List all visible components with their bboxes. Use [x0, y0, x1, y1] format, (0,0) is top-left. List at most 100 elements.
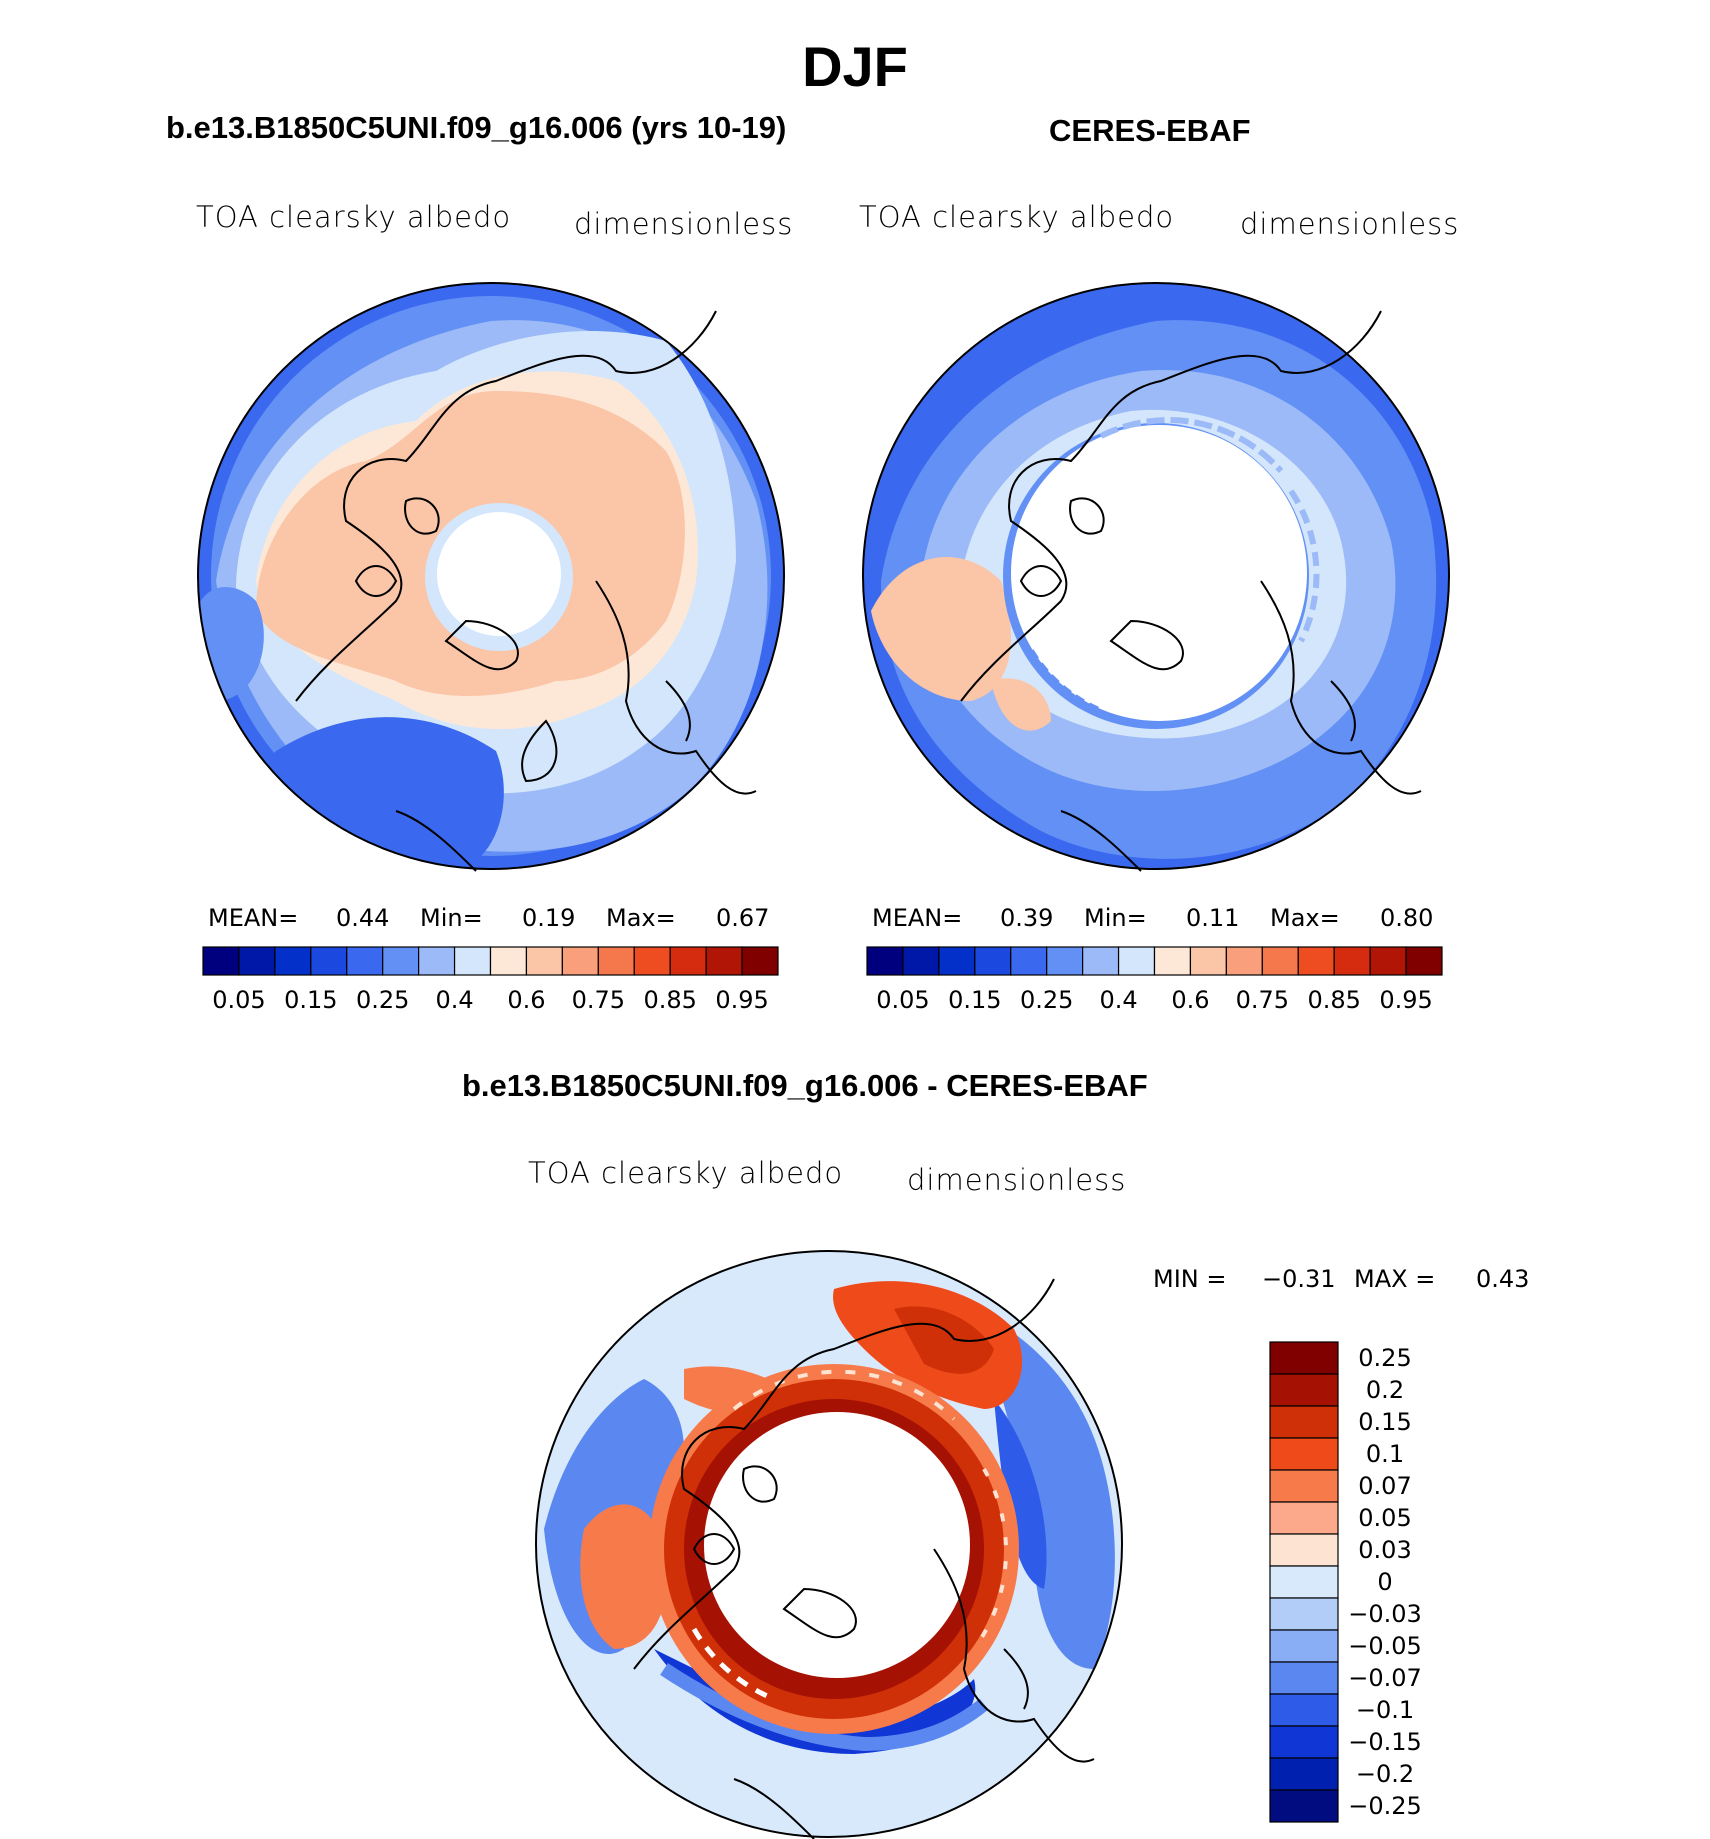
colorbar-swatch	[489, 946, 528, 976]
colorbar-tick-label: 0.4	[435, 986, 474, 1014]
model-variable-label: TOA clearsky albedo	[196, 200, 512, 234]
obs-panel-header: CERES-EBAF	[1049, 113, 1251, 148]
colorbar-swatch	[669, 946, 707, 976]
obs-mean-label: MEAN=	[872, 904, 963, 932]
diff-max-value: 0.43	[1476, 1265, 1530, 1293]
colorbar-swatch	[1269, 1757, 1339, 1791]
colorbar-tick-label: 0.05	[876, 986, 930, 1014]
colorbar-tick-label: 0	[1377, 1568, 1393, 1596]
colorbar-swatch	[310, 946, 348, 976]
colorbar-swatch	[1269, 1533, 1339, 1567]
model-polar-map	[197, 282, 785, 872]
colorbar-swatch	[453, 946, 492, 976]
colorbar-tick-label: 0.07	[1358, 1472, 1412, 1500]
colorbar-swatch	[561, 946, 599, 976]
colorbar-swatch	[1082, 946, 1120, 976]
colorbar-swatch	[1269, 1725, 1339, 1759]
model-max-label: Max=	[606, 904, 676, 932]
colorbar-swatch	[741, 946, 779, 976]
colorbar-swatch	[1269, 1341, 1339, 1375]
colorbar-swatch	[1269, 1437, 1339, 1471]
colorbar-tick-label: 0.95	[715, 986, 769, 1014]
colorbar-swatch	[1269, 1501, 1339, 1535]
colorbar-tick-label: 0.25	[1019, 986, 1074, 1014]
colorbar-swatch	[633, 946, 671, 976]
model-mean-value: 0.44	[336, 904, 390, 932]
colorbar-swatch	[1297, 946, 1335, 976]
model-units-label: dimensionless	[574, 207, 794, 241]
colorbar-tick-label: −0.05	[1348, 1632, 1422, 1660]
colorbar-swatch	[1269, 1789, 1339, 1823]
model-panel-header: b.e13.B1850C5UNI.f09_g16.006 (yrs 10-19)	[166, 110, 787, 145]
colorbar-tick-label: −0.1	[1355, 1696, 1415, 1724]
colorbar-swatch	[1046, 946, 1084, 976]
colorbar-tick-label: 0.25	[355, 986, 410, 1014]
colorbar-tick-label: 0.15	[284, 986, 338, 1014]
model-min-value: 0.19	[522, 904, 576, 932]
obs-units-label: dimensionless	[1240, 207, 1460, 241]
colorbar-tick-label: −0.15	[1348, 1728, 1422, 1756]
colorbar-tick-label: 0.75	[1235, 986, 1290, 1014]
colorbar-swatch	[382, 946, 420, 976]
colorbar-swatch	[866, 946, 904, 976]
colorbar-tick-label: 0.15	[1358, 1408, 1412, 1436]
obs-colorbar	[866, 946, 1443, 976]
model-min-label: Min=	[420, 904, 483, 932]
colorbar-tick-label: 0.1	[1365, 1440, 1405, 1468]
colorbar-tick-label: 0.05	[1358, 1504, 1412, 1532]
colorbar-swatch	[1269, 1565, 1339, 1599]
colorbar-swatch	[1269, 1405, 1339, 1439]
colorbar-swatch	[1189, 946, 1227, 976]
obs-mean-value: 0.39	[1000, 904, 1054, 932]
obs-min-label: Min=	[1084, 904, 1147, 932]
colorbar-swatch	[346, 946, 384, 976]
colorbar-tick-label: −0.03	[1348, 1600, 1422, 1628]
colorbar-tick-label: 0.85	[1307, 986, 1361, 1014]
obs-polar-map	[862, 282, 1450, 872]
colorbar-swatch	[1261, 946, 1299, 976]
colorbar-tick-label: 0.25	[1358, 1344, 1412, 1372]
diff-colorbar	[1269, 1341, 1339, 1823]
colorbar-swatch	[525, 946, 563, 976]
model-max-value: 0.67	[716, 904, 770, 932]
colorbar-swatch	[974, 946, 1012, 976]
colorbar-swatch	[1269, 1597, 1339, 1631]
colorbar-swatch	[1117, 946, 1156, 976]
diff-panel-header: b.e13.B1850C5UNI.f09_g16.006 - CERES-EBA…	[462, 1068, 1148, 1103]
colorbar-swatch	[597, 946, 635, 976]
colorbar-swatch	[1369, 946, 1407, 976]
colorbar-tick-label: −0.25	[1348, 1792, 1422, 1820]
diff-polar-map	[535, 1250, 1123, 1839]
colorbar-tick-label: 0.85	[643, 986, 697, 1014]
figure-title: DJF	[802, 35, 908, 98]
colorbar-swatch	[202, 946, 240, 976]
colorbar-tick-label: 0.05	[212, 986, 266, 1014]
diff-min-value: −0.31	[1262, 1265, 1336, 1293]
model-mean-label: MEAN=	[208, 904, 299, 932]
colorbar-tick-label: 0.15	[948, 986, 1002, 1014]
colorbar-swatch	[938, 946, 976, 976]
diff-min-label: MIN =	[1153, 1265, 1227, 1293]
colorbar-swatch	[1269, 1661, 1339, 1695]
diff-variable-label: TOA clearsky albedo	[528, 1156, 844, 1190]
colorbar-swatch	[1405, 946, 1443, 976]
colorbar-swatch	[1269, 1629, 1339, 1663]
colorbar-swatch	[1153, 946, 1192, 976]
diff-units-label: dimensionless	[907, 1163, 1127, 1197]
colorbar-swatch	[1269, 1693, 1339, 1727]
colorbar-swatch	[902, 946, 940, 976]
colorbar-tick-label: 0.75	[571, 986, 626, 1014]
colorbar-tick-label: 0.4	[1099, 986, 1138, 1014]
obs-variable-label: TOA clearsky albedo	[859, 200, 1175, 234]
obs-max-label: Max=	[1270, 904, 1340, 932]
colorbar-tick-label: 0.95	[1379, 986, 1433, 1014]
colorbar-swatch	[1010, 946, 1048, 976]
colorbar-swatch	[1225, 946, 1263, 976]
colorbar-swatch	[274, 946, 312, 976]
colorbar-swatch	[1333, 946, 1371, 976]
diff-max-label: MAX =	[1354, 1265, 1436, 1293]
colorbar-swatch	[418, 946, 456, 976]
model-colorbar	[202, 946, 779, 976]
obs-min-value: 0.11	[1186, 904, 1240, 932]
colorbar-tick-label: 0.6	[1171, 986, 1210, 1014]
